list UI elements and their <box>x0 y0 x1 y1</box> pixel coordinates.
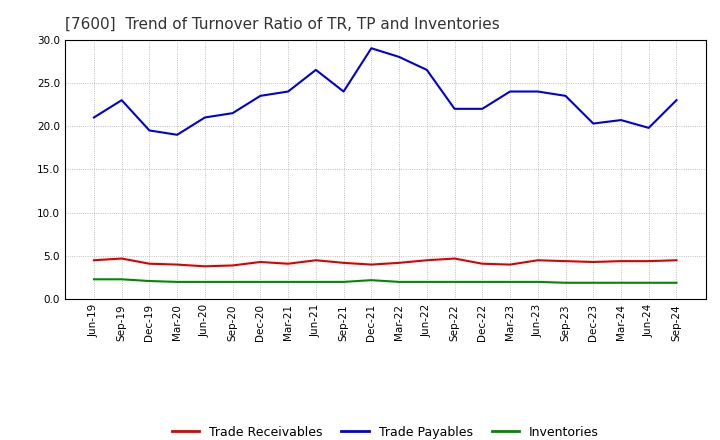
Inventories <box>89 277 98 282</box>
Inventories <box>395 279 403 285</box>
Trade Receivables <box>423 258 431 263</box>
Trade Receivables <box>145 261 154 266</box>
Trade Receivables <box>505 262 514 267</box>
Inventories <box>589 280 598 286</box>
Trade Payables <box>89 115 98 120</box>
Trade Payables <box>256 93 265 99</box>
Legend: Trade Receivables, Trade Payables, Inventories: Trade Receivables, Trade Payables, Inven… <box>166 421 604 440</box>
Trade Payables <box>395 54 403 59</box>
Inventories <box>505 279 514 285</box>
Trade Payables <box>312 67 320 73</box>
Inventories <box>616 280 625 286</box>
Trade Payables <box>228 110 237 116</box>
Trade Payables <box>672 98 681 103</box>
Trade Payables <box>561 93 570 99</box>
Trade Payables <box>284 89 292 94</box>
Trade Receivables <box>589 259 598 264</box>
Trade Receivables <box>534 258 542 263</box>
Trade Receivables <box>367 262 376 267</box>
Trade Receivables <box>173 262 181 267</box>
Trade Receivables <box>228 263 237 268</box>
Text: [7600]  Trend of Turnover Ratio of TR, TP and Inventories: [7600] Trend of Turnover Ratio of TR, TP… <box>65 16 500 32</box>
Trade Receivables <box>284 261 292 266</box>
Line: Inventories: Inventories <box>94 279 677 283</box>
Trade Payables <box>117 98 126 103</box>
Inventories <box>312 279 320 285</box>
Line: Trade Payables: Trade Payables <box>94 48 677 135</box>
Inventories <box>145 279 154 284</box>
Trade Payables <box>423 67 431 73</box>
Inventories <box>228 279 237 285</box>
Trade Payables <box>367 46 376 51</box>
Trade Payables <box>201 115 210 120</box>
Trade Payables <box>339 89 348 94</box>
Trade Receivables <box>478 261 487 266</box>
Inventories <box>256 279 265 285</box>
Trade Receivables <box>339 260 348 265</box>
Inventories <box>117 277 126 282</box>
Trade Payables <box>173 132 181 137</box>
Inventories <box>423 279 431 285</box>
Trade Payables <box>589 121 598 126</box>
Trade Receivables <box>89 258 98 263</box>
Inventories <box>561 280 570 286</box>
Inventories <box>339 279 348 285</box>
Inventories <box>173 279 181 285</box>
Inventories <box>534 279 542 285</box>
Inventories <box>478 279 487 285</box>
Trade Payables <box>478 106 487 111</box>
Trade Receivables <box>616 258 625 264</box>
Trade Receivables <box>644 258 653 264</box>
Trade Payables <box>616 117 625 123</box>
Trade Payables <box>145 128 154 133</box>
Line: Trade Receivables: Trade Receivables <box>94 259 677 266</box>
Trade Payables <box>450 106 459 111</box>
Inventories <box>450 279 459 285</box>
Trade Receivables <box>256 259 265 264</box>
Trade Payables <box>534 89 542 94</box>
Trade Receivables <box>672 258 681 263</box>
Trade Receivables <box>117 256 126 261</box>
Trade Receivables <box>450 256 459 261</box>
Trade Payables <box>644 125 653 131</box>
Inventories <box>201 279 210 285</box>
Trade Payables <box>505 89 514 94</box>
Trade Receivables <box>395 260 403 265</box>
Inventories <box>672 280 681 286</box>
Trade Receivables <box>312 258 320 263</box>
Trade Receivables <box>201 264 210 269</box>
Trade Receivables <box>561 258 570 264</box>
Inventories <box>644 280 653 286</box>
Inventories <box>284 279 292 285</box>
Inventories <box>367 278 376 283</box>
